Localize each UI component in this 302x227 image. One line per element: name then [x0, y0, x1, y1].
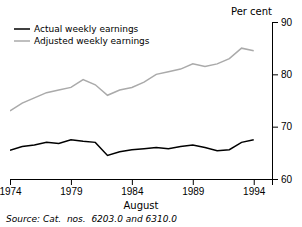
- y-tick: 90: [272, 17, 293, 28]
- legend-swatch: [14, 28, 30, 30]
- legend-swatch: [14, 40, 30, 42]
- series-line: [10, 48, 254, 111]
- x-tick-mark: [254, 179, 255, 185]
- x-tick-mark: [10, 179, 11, 185]
- series-line: [10, 140, 254, 156]
- legend-item: Adjusted weekly earnings: [14, 36, 150, 46]
- x-tick-label: 1979: [60, 186, 83, 197]
- x-tick-label: 1994: [243, 186, 266, 197]
- lines: [10, 48, 254, 155]
- legend: Actual weekly earnings Adjusted weekly ea…: [14, 24, 150, 46]
- y-tick: 80: [272, 69, 293, 80]
- y-axis: 60 70 80 90: [272, 17, 293, 185]
- plot: 1974 1979 1984 1989 1994 60 70 80 90 Actual weekl…: [0, 17, 293, 197]
- x-tick-mark: [132, 179, 133, 185]
- x-tick: 1974: [0, 179, 22, 197]
- legend-item: Actual weekly earnings: [14, 24, 139, 34]
- x-axis: 1974 1979 1984 1989 1994: [0, 179, 273, 197]
- legend-label: Adjusted weekly earnings: [34, 36, 150, 46]
- y-tick: 70: [272, 121, 293, 132]
- y-tick-mark: [272, 22, 278, 23]
- x-tick-label: 1974: [0, 186, 22, 197]
- chart: 1974 1979 1984 1989 1994 60 70 80 90 Actual weekl…: [0, 0, 302, 227]
- legend-label: Actual weekly earnings: [34, 24, 139, 34]
- y-tick-label: 80: [281, 69, 293, 80]
- x-tick: 1989: [182, 179, 205, 197]
- x-tick: 1979: [60, 179, 83, 197]
- x-label: August: [124, 200, 159, 211]
- x-tick-label: 1984: [121, 186, 144, 197]
- y-tick: 60: [272, 174, 293, 185]
- x-tick: 1984: [121, 179, 144, 197]
- y-tick-mark: [272, 179, 278, 180]
- y-tick-label: 70: [281, 121, 293, 132]
- x-axis-line: [11, 180, 273, 186]
- x-tick-label: 1989: [182, 186, 205, 197]
- x-tick-mark: [193, 179, 194, 185]
- x-tick: 1994: [243, 179, 266, 197]
- x-tick-mark: [71, 179, 72, 185]
- y-tick-mark: [272, 74, 278, 75]
- y-label: Per cent: [231, 6, 272, 17]
- annotation: Source: Cat. nos. 6203.0 and 6310.0: [6, 214, 177, 224]
- y-tick-label: 60: [281, 174, 293, 185]
- y-tick-label: 90: [281, 17, 293, 28]
- y-axis-line: [273, 23, 279, 180]
- y-tick-mark: [272, 127, 278, 128]
